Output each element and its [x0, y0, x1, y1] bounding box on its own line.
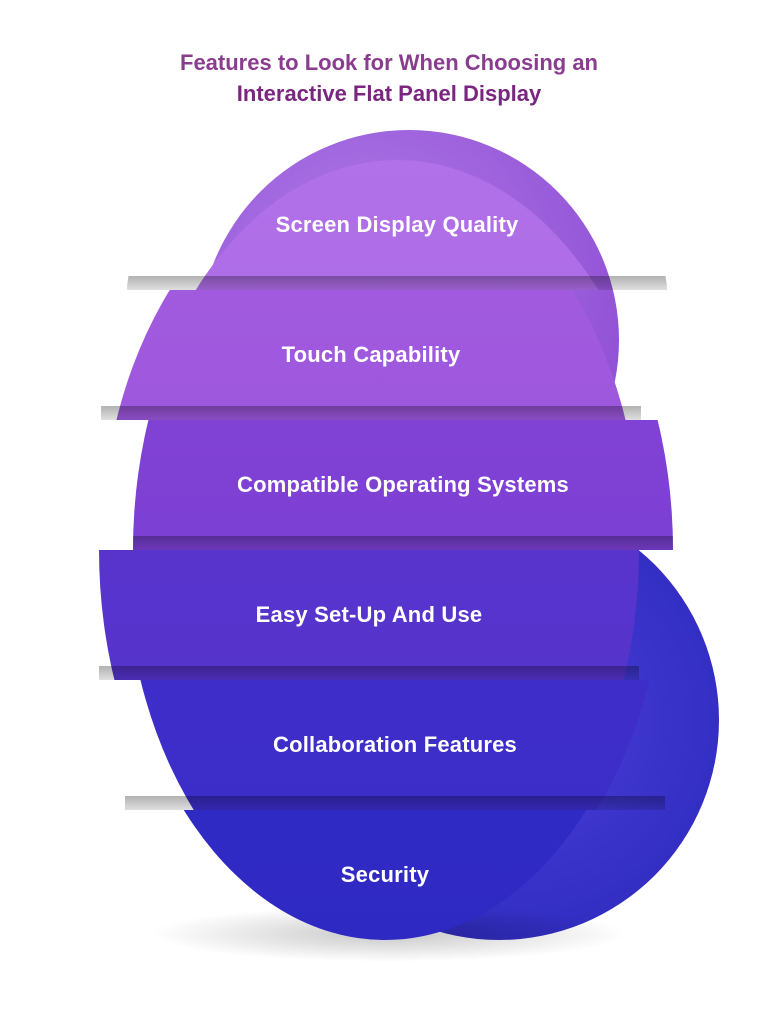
band-label: Collaboration Features: [273, 732, 517, 758]
infographic-container: Features to Look for When Choosing an In…: [0, 0, 778, 1024]
band-divider-shadow: [99, 666, 639, 680]
band-label: Compatible Operating Systems: [237, 472, 569, 498]
band-label: Touch Capability: [282, 342, 461, 368]
sphere-bands: Screen Display Quality Touch Capability …: [119, 160, 659, 940]
band-label: Screen Display Quality: [276, 212, 519, 238]
band-compatible-os: Compatible Operating Systems: [133, 420, 673, 550]
band-touch-capability: Touch Capability: [101, 290, 641, 420]
band-label: Easy Set-Up And Use: [256, 602, 483, 628]
band-divider-shadow: [127, 276, 667, 290]
band-security: Security: [115, 810, 655, 940]
band-easy-setup: Easy Set-Up And Use: [99, 550, 639, 680]
sphere-graphic: Screen Display Quality Touch Capability …: [79, 140, 699, 980]
band-screen-display-quality: Screen Display Quality: [127, 160, 667, 290]
title-line-2: Interactive Flat Panel Display: [180, 79, 598, 110]
page-title: Features to Look for When Choosing an In…: [180, 0, 598, 110]
title-line-1: Features to Look for When Choosing an: [180, 48, 598, 79]
band-label: Security: [341, 862, 429, 888]
band-collaboration: Collaboration Features: [125, 680, 665, 810]
band-divider-shadow: [133, 536, 673, 550]
band-divider-shadow: [101, 406, 641, 420]
band-divider-shadow: [125, 796, 665, 810]
